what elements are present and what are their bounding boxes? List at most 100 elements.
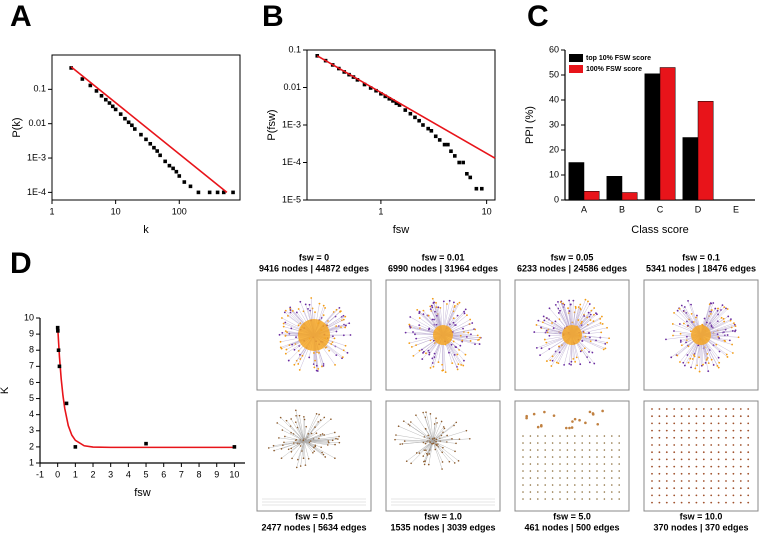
node (739, 436, 742, 439)
node (574, 360, 577, 363)
edge (432, 440, 443, 463)
node (282, 325, 285, 328)
network-stats: 461 nodes | 500 edges (524, 522, 619, 532)
node (281, 429, 284, 431)
edge (416, 440, 434, 454)
thumbnail-frame (385, 400, 501, 512)
node (432, 442, 435, 445)
node (429, 305, 432, 308)
node (551, 463, 554, 465)
node (574, 491, 576, 493)
node (718, 350, 721, 353)
node (596, 456, 598, 458)
node (596, 442, 598, 444)
node (335, 354, 338, 357)
node (695, 494, 698, 497)
node (570, 363, 572, 366)
node (588, 315, 591, 318)
node (461, 339, 464, 342)
node (285, 419, 288, 422)
node (548, 334, 551, 337)
node (695, 487, 698, 490)
node (603, 491, 606, 493)
node (606, 341, 609, 344)
x-axis-label: Class score (631, 224, 688, 236)
node (423, 449, 426, 451)
node (581, 491, 583, 493)
node (593, 362, 596, 365)
node (428, 328, 430, 331)
node (546, 331, 549, 334)
node (410, 346, 413, 348)
node (548, 348, 551, 350)
data-point (174, 169, 179, 174)
node (551, 322, 553, 324)
node (603, 449, 606, 451)
node (588, 442, 591, 444)
node (464, 353, 467, 356)
network-title: fsw = 10.0 (680, 511, 723, 521)
node (732, 472, 735, 475)
node (712, 302, 715, 304)
node (568, 299, 571, 302)
node (292, 442, 295, 444)
edge (432, 440, 456, 452)
node (737, 336, 740, 339)
node (687, 299, 689, 302)
y-axis-label: K (0, 386, 11, 394)
node (702, 465, 705, 468)
node (537, 498, 539, 500)
node (651, 472, 653, 475)
node (583, 315, 586, 317)
node (683, 306, 686, 308)
x-tick-label: 10 (229, 469, 239, 479)
node (529, 463, 532, 465)
data-point (426, 126, 430, 131)
node (688, 422, 690, 425)
node (589, 340, 592, 343)
data-point (80, 77, 85, 81)
node (673, 451, 676, 454)
node (603, 456, 606, 458)
node (611, 470, 613, 472)
node (695, 408, 698, 410)
node (608, 337, 610, 340)
node (451, 437, 453, 440)
node (435, 301, 437, 304)
y-axis-label: P(k) (11, 117, 23, 137)
node (418, 312, 421, 315)
node (574, 470, 576, 472)
node (710, 458, 713, 461)
node (581, 320, 583, 323)
node (293, 348, 296, 351)
node (418, 452, 421, 454)
node (602, 348, 605, 351)
node (658, 472, 661, 475)
node (747, 494, 750, 497)
node (455, 421, 458, 424)
node (551, 470, 554, 472)
node (717, 501, 720, 504)
x-axis-label: fsw (134, 487, 151, 499)
node (732, 408, 735, 410)
node (566, 435, 569, 437)
y-tick-label: 1 (29, 457, 34, 467)
node (697, 344, 700, 347)
node (429, 366, 432, 369)
node (423, 463, 426, 466)
network-title: fsw = 0 (299, 252, 329, 262)
node (702, 422, 705, 425)
node (591, 351, 594, 354)
node (695, 429, 698, 432)
network-thumbnail (643, 279, 759, 391)
edge (303, 419, 305, 442)
node (290, 418, 292, 420)
node (688, 444, 690, 446)
node (456, 303, 459, 305)
node (335, 330, 338, 333)
node (424, 428, 427, 430)
network-thumbnail (256, 400, 372, 512)
node (315, 432, 318, 434)
node (459, 334, 462, 337)
edge (303, 436, 340, 442)
